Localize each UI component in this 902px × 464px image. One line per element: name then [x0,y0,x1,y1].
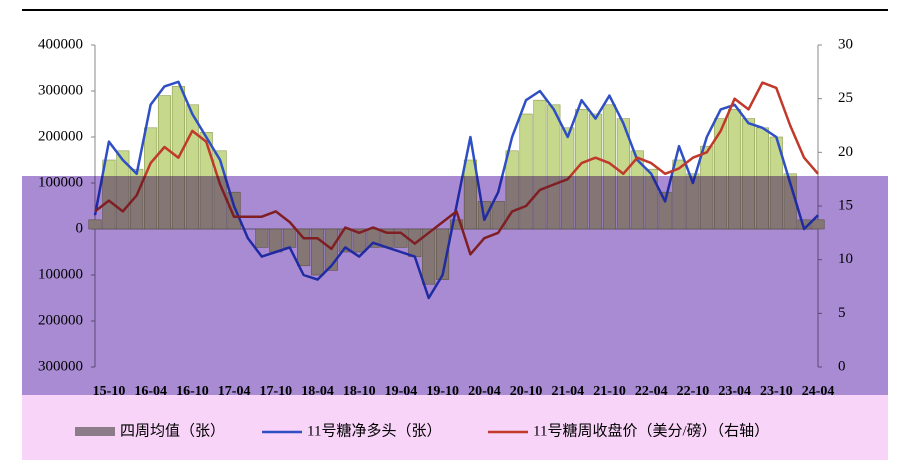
y-tick-label: 0 [76,220,84,236]
x-tick-label: 23-04 [718,384,751,399]
x-tick-label: 20-04 [468,384,501,399]
legend-swatch [75,427,115,436]
y2-tick-label: 10 [838,251,853,267]
y2-tick-label: 25 [838,90,853,106]
y2-tick-label: 0 [838,358,846,374]
x-tick-label: 20-10 [510,384,543,399]
y-tick-label: 300000 [38,358,83,374]
x-tick-label: 19-10 [426,384,459,399]
legend-label: 11号糖净多头（张） [307,422,441,439]
x-tick-label: 17-04 [218,384,251,399]
x-tick-label: 19-04 [385,384,418,399]
y2-tick-label: 5 [838,305,846,321]
x-tick-label: 18-10 [343,384,376,399]
x-tick-label: 22-04 [635,384,668,399]
x-tick-label: 21-04 [551,384,584,399]
y-tick-label: 200000 [38,128,83,144]
x-tick-label: 24-04 [802,384,835,399]
y-tick-label: 100000 [38,266,83,282]
y2-tick-label: 30 [838,36,853,52]
legend-label: 四周均值（张） [120,422,225,439]
y-tick-label: 400000 [38,36,83,52]
y2-tick-label: 15 [838,197,853,213]
legend-label: 11号糖周收盘价（美分/磅）（右轴） [533,421,769,439]
overlay [22,176,888,395]
x-tick-label: 21-10 [593,384,626,399]
x-tick-label: 16-10 [176,384,209,399]
x-tick-label: 23-10 [760,384,793,399]
y-tick-label: 300000 [38,82,83,98]
x-tick-label: 17-10 [260,384,293,399]
x-tick-label: 16-04 [134,384,167,399]
x-tick-label: 22-10 [677,384,710,399]
y2-tick-label: 20 [838,144,853,160]
labels: 300000 200000 100000 0 100000 200000 300000 400… [38,36,853,439]
x-tick-label: 15-10 [93,384,126,399]
y-tick-label: 200000 [38,312,83,328]
x-tick-label: 18-04 [301,384,334,399]
y-tick-label: 100000 [38,174,83,190]
overlay [22,395,888,460]
